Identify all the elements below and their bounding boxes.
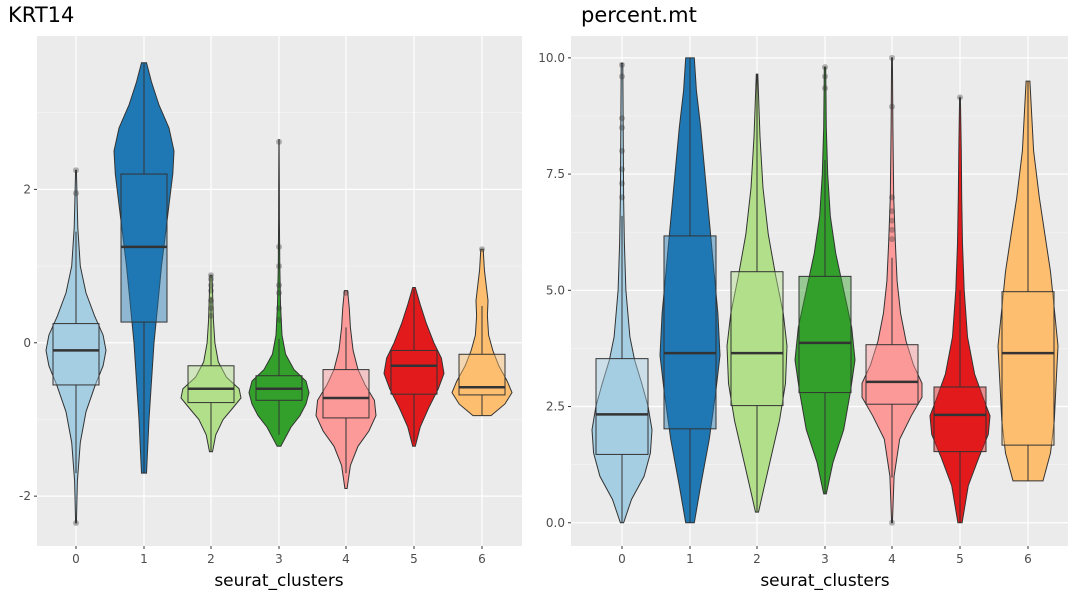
- x-tick-label: 0: [72, 552, 80, 566]
- box-cluster-2: [730, 271, 784, 407]
- violin-cluster-1: [113, 62, 175, 474]
- outlier-point: [343, 289, 349, 296]
- outlier-point: [208, 312, 214, 319]
- violin-cluster-3: [248, 139, 310, 447]
- outlier-point: [822, 85, 828, 92]
- box-cluster-0: [595, 358, 649, 455]
- percent-mt-chart: percent.mt 0.0 2.5 5.0 7.5 10.0 0 1 2 3 4 5 6 seura…: [538, 3, 1068, 591]
- cluster-2-group: [180, 272, 242, 453]
- y-tick-label: 10.0: [538, 51, 565, 65]
- box-cluster-4: [865, 344, 919, 405]
- x-tick-label: 2: [207, 552, 215, 566]
- cluster-5-group: [383, 287, 445, 447]
- outlier-point: [889, 54, 895, 61]
- outlier-point: [73, 167, 79, 174]
- x-tick-label: 4: [342, 552, 350, 566]
- x-tick-label: 3: [275, 552, 283, 566]
- outlier-point: [619, 194, 625, 201]
- x-tick-label: 5: [956, 552, 964, 566]
- cluster-1-group: [659, 57, 721, 524]
- outlier-point: [889, 519, 895, 526]
- outlier-point: [619, 166, 625, 173]
- box-cluster-4: [322, 369, 370, 419]
- outlier-point: [208, 287, 214, 294]
- outlier-point: [276, 263, 282, 270]
- outlier-point: [276, 282, 282, 289]
- outlier-point: [276, 305, 282, 312]
- box-cluster-5: [390, 349, 438, 395]
- cluster-4-group: [315, 289, 377, 489]
- outlier-point: [276, 316, 282, 323]
- outlier-point: [208, 276, 214, 283]
- x-tick-label: 1: [686, 552, 694, 566]
- box-cluster-2: [187, 365, 235, 404]
- y-tick-label: 2.5: [546, 400, 565, 414]
- outlier-point: [889, 103, 895, 110]
- x-tick-label: 2: [753, 552, 761, 566]
- outlier-point: [619, 115, 625, 122]
- outlier-point: [822, 73, 828, 80]
- box-cluster-3: [798, 275, 852, 394]
- x-tick-label: 5: [410, 552, 418, 566]
- outlier-point: [619, 73, 625, 80]
- y-tick-label: 7.5: [546, 167, 565, 181]
- x-tick-label: 3: [821, 552, 829, 566]
- violin-cluster-0: [45, 169, 107, 524]
- cluster-2-group: [726, 73, 788, 513]
- outlier-point: [208, 282, 214, 289]
- x-axis-title: seurat_clusters: [214, 571, 343, 591]
- outlier-point: [889, 217, 895, 224]
- y-tick-label: 2: [23, 182, 31, 196]
- box-cluster-6: [1001, 291, 1055, 446]
- outlier-point: [619, 61, 625, 68]
- outlier-point: [889, 208, 895, 215]
- cluster-5-group: [929, 94, 991, 524]
- cluster-3-group: [794, 64, 856, 495]
- outlier-point: [822, 64, 828, 71]
- x-tick-label: 6: [478, 552, 486, 566]
- outlier-point: [889, 226, 895, 233]
- krt14-chart: KRT14 -2 0 2 0 1 2 3 4 5 6 seurat_clusters: [8, 3, 522, 591]
- box-cluster-6: [458, 353, 506, 396]
- outlier-point: [208, 272, 214, 279]
- x-tick-label: 4: [888, 552, 896, 566]
- outlier-point: [73, 190, 79, 197]
- x-tick-label: 0: [618, 552, 626, 566]
- outlier-point: [889, 194, 895, 201]
- y-tick-label: 5.0: [546, 283, 565, 297]
- outlier-point: [619, 124, 625, 131]
- cluster-1-group: [113, 62, 175, 474]
- violin-cluster-2: [726, 73, 788, 513]
- outlier-point: [73, 519, 79, 526]
- x-tick-label: 6: [1024, 552, 1032, 566]
- chart-title: percent.mt: [581, 3, 697, 27]
- outlier-point: [276, 138, 282, 145]
- outlier-point: [957, 94, 963, 101]
- chart-title: KRT14: [8, 3, 74, 27]
- outlier-point: [276, 243, 282, 250]
- cluster-0-group: [45, 167, 107, 526]
- cluster-6-group: [451, 246, 513, 417]
- x-axis-title: seurat_clusters: [760, 571, 889, 591]
- cluster-3-group: [248, 138, 310, 447]
- box-cluster-5: [933, 386, 987, 453]
- y-tick-label: 0.0: [546, 516, 565, 530]
- cluster-4-group: [861, 54, 923, 526]
- x-tick-label: 1: [140, 552, 148, 566]
- outlier-point: [889, 236, 895, 243]
- violin-cluster-4: [315, 290, 377, 489]
- outlier-point: [208, 305, 214, 312]
- outlier-point: [619, 147, 625, 154]
- outlier-point: [208, 297, 214, 304]
- outlier-point: [276, 289, 282, 296]
- y-tick-label: 0: [23, 336, 31, 350]
- cluster-6-group: [997, 80, 1059, 482]
- outlier-point: [479, 246, 485, 253]
- y-tick-label: -2: [19, 489, 31, 503]
- cluster-0-group: [591, 61, 653, 524]
- box-cluster-0: [52, 323, 100, 386]
- box-cluster-1: [663, 235, 717, 430]
- outlier-point: [619, 180, 625, 187]
